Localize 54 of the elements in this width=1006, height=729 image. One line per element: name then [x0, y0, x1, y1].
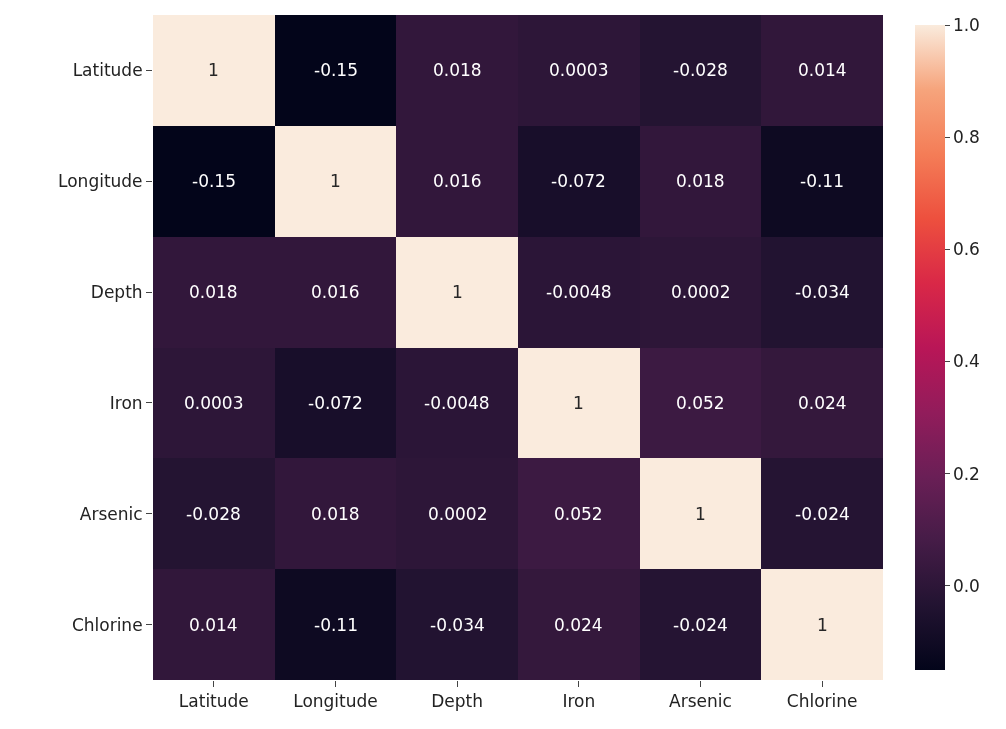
data-label: -0.11 — [800, 171, 844, 191]
data-label: 0.0002 — [428, 504, 488, 524]
data-label: 1 — [695, 504, 706, 524]
y-tick-label: Iron — [109, 392, 143, 413]
data-label: -0.034 — [795, 282, 850, 302]
color-bar-label: 0.8 — [952, 127, 980, 148]
data-label: -0.024 — [795, 504, 850, 524]
data-label: 0.0003 — [184, 393, 244, 413]
data-label: 0.052 — [676, 393, 725, 413]
data-label: -0.028 — [673, 60, 728, 80]
color-bar-label: 0.4 — [952, 351, 980, 372]
data-label: 0.014 — [189, 615, 238, 635]
data-label: 0.018 — [676, 171, 725, 191]
x-tick-label: Depth — [431, 691, 484, 712]
data-label: 0.0002 — [671, 282, 731, 302]
data-label: 1 — [573, 393, 584, 413]
color-bar-label: 0.6 — [952, 239, 980, 260]
data-label: 1 — [208, 60, 219, 80]
data-label: -0.15 — [314, 60, 358, 80]
y-tick-label: Arsenic — [79, 503, 143, 524]
y-tick-label: Chlorine — [71, 614, 143, 635]
color-bar-label: 1.0 — [952, 14, 980, 35]
y-tick-label: Longitude — [58, 171, 143, 192]
color-bar-label: 0.0 — [952, 575, 980, 596]
data-label: 0.052 — [554, 504, 603, 524]
x-tick-label: Iron — [562, 691, 596, 712]
data-label: 0.018 — [311, 504, 360, 524]
data-label: -0.11 — [314, 615, 358, 635]
data-label: 0.018 — [433, 60, 482, 80]
data-label: 0.0003 — [549, 60, 609, 80]
x-tick-label: Arsenic — [669, 691, 732, 712]
data-label: -0.028 — [186, 504, 241, 524]
x-tick-label: Longitude — [293, 691, 378, 712]
data-label: 1 — [452, 282, 463, 302]
data-label: -0.024 — [673, 615, 728, 635]
data-label: 0.016 — [433, 171, 482, 191]
data-label: 0.024 — [798, 393, 847, 413]
data-label: -0.0048 — [546, 282, 612, 302]
data-label: 0.014 — [798, 60, 847, 80]
data-label: 0.016 — [311, 282, 360, 302]
y-tick-label: Latitude — [72, 60, 143, 81]
data-label: -0.034 — [430, 615, 485, 635]
data-label: 0.018 — [189, 282, 238, 302]
data-label: 1 — [817, 615, 828, 635]
data-label: -0.072 — [308, 393, 363, 413]
data-label: -0.15 — [192, 171, 236, 191]
data-label: -0.072 — [551, 171, 606, 191]
y-tick-label: Depth — [90, 282, 143, 303]
data-label: -0.0048 — [424, 393, 490, 413]
x-tick-label: Latitude — [178, 691, 249, 712]
color-bar-label: 0.2 — [952, 463, 980, 484]
data-label: 1 — [330, 171, 341, 191]
data-label: 0.024 — [554, 615, 603, 635]
x-tick-label: Chlorine — [786, 691, 858, 712]
